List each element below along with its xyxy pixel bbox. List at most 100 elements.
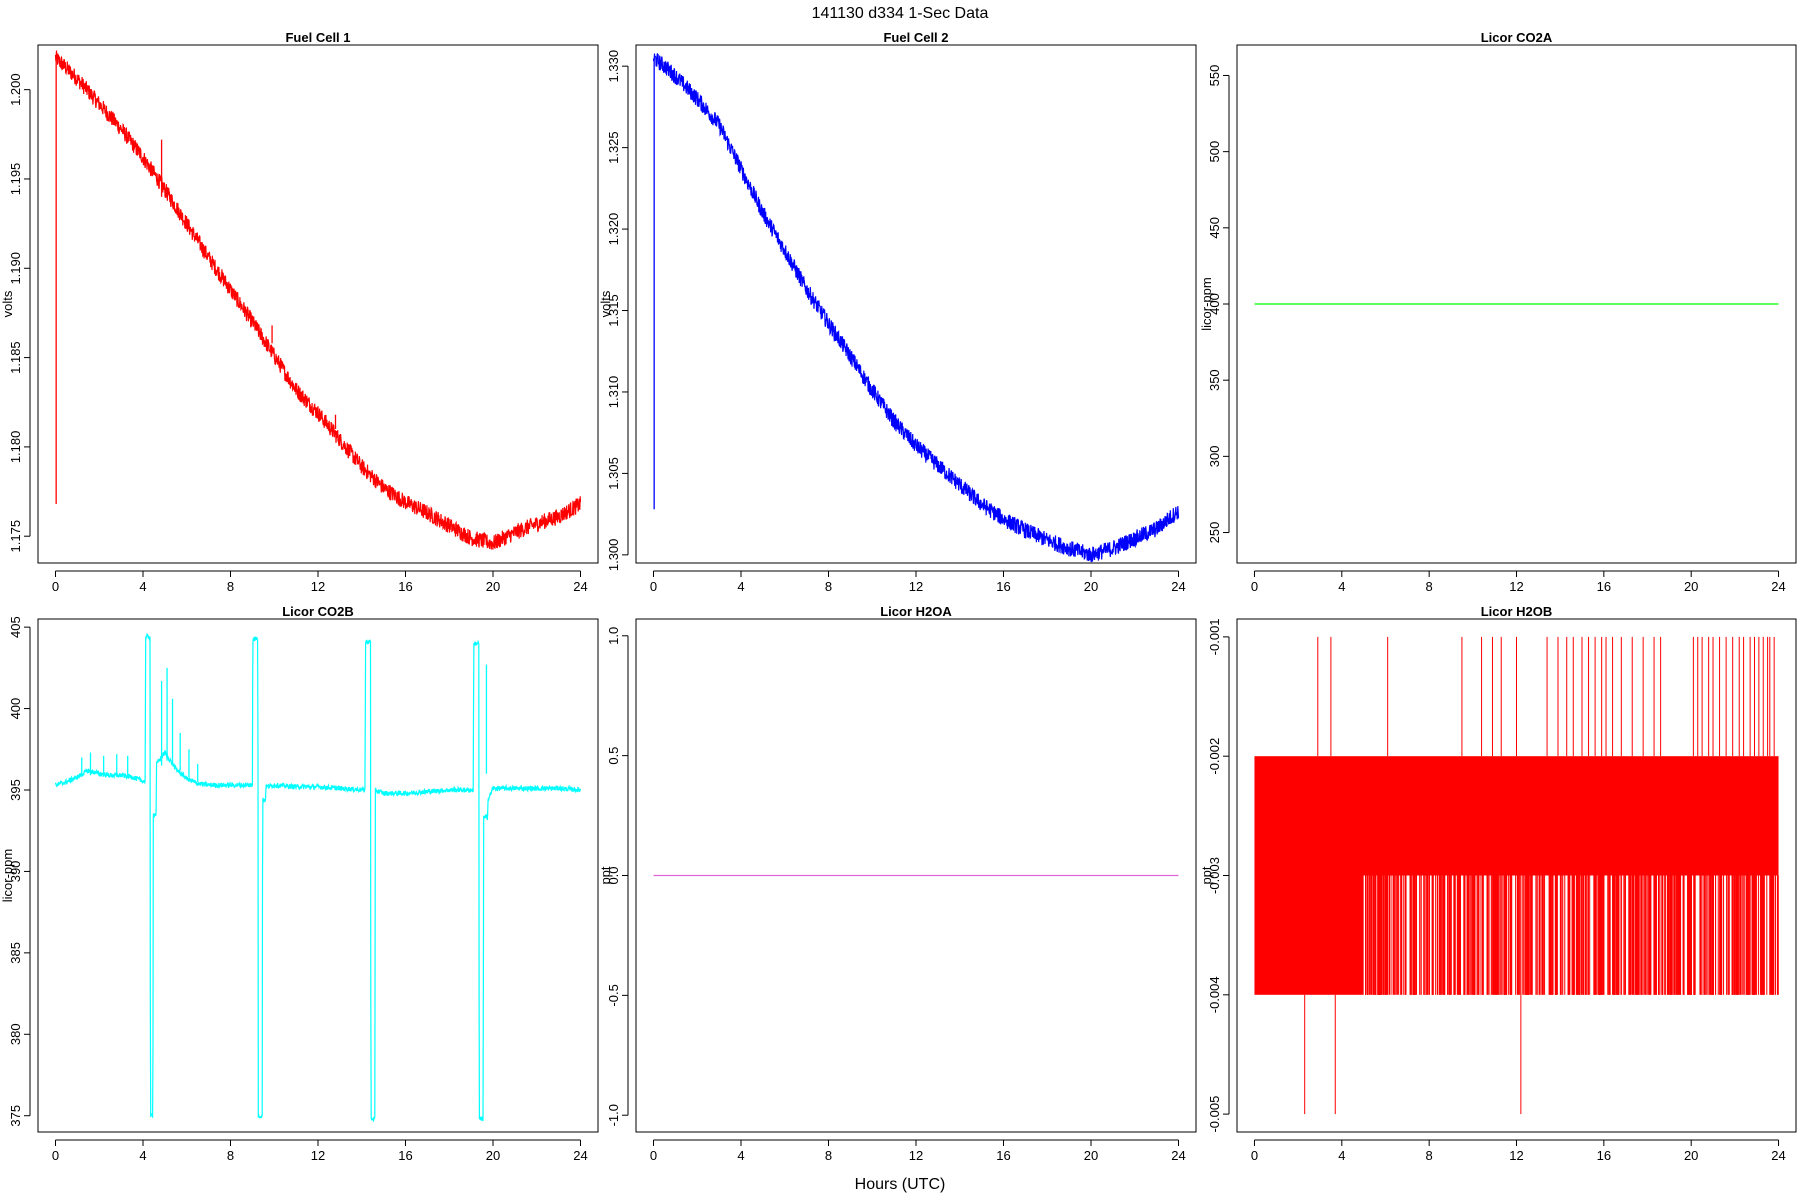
panel-title: Licor H2OA bbox=[880, 604, 952, 619]
x-tick-label: 0 bbox=[52, 1148, 59, 1163]
y-tick-label: 380 bbox=[8, 1023, 23, 1045]
x-tick-label: 16 bbox=[996, 1148, 1010, 1163]
x-tick-label: 24 bbox=[573, 579, 587, 594]
x-tick-label: 0 bbox=[650, 1148, 657, 1163]
x-tick-label: 24 bbox=[1171, 579, 1185, 594]
y-axis-label: licor-ppm bbox=[1199, 277, 1214, 330]
panel-title: Licor H2OB bbox=[1481, 604, 1553, 619]
data-layer bbox=[54, 50, 582, 550]
y-tick-label: 0.5 bbox=[606, 747, 621, 765]
x-tick-label: 8 bbox=[227, 579, 234, 594]
y-tick-label: 1.310 bbox=[606, 376, 621, 409]
y-tick-label: 400 bbox=[8, 698, 23, 720]
y-tick-label: -0.004 bbox=[1207, 976, 1222, 1013]
x-tick-label: 0 bbox=[1251, 579, 1258, 594]
x-tick-label: 20 bbox=[486, 1148, 500, 1163]
y-tick-label: -0.001 bbox=[1207, 618, 1222, 655]
y-tick-label: 1.315 bbox=[606, 294, 621, 327]
y-tick-label: 1.330 bbox=[606, 50, 621, 83]
x-tick-label: 12 bbox=[909, 1148, 923, 1163]
x-tick-label: 8 bbox=[1426, 579, 1433, 594]
plot-frame bbox=[635, 618, 1197, 1133]
y-axis-label: volts bbox=[0, 290, 15, 317]
y-tick-label: 450 bbox=[1207, 217, 1222, 239]
x-tick-label: 16 bbox=[996, 579, 1010, 594]
x-tick-label: 12 bbox=[311, 579, 325, 594]
x-tick-label: 8 bbox=[227, 1148, 234, 1163]
x-tick-label: 4 bbox=[139, 579, 146, 594]
data-layer bbox=[54, 632, 582, 1123]
y-tick-label: 350 bbox=[1207, 369, 1222, 391]
data-layer bbox=[652, 53, 1180, 563]
y-axis-label: ppt bbox=[598, 866, 613, 884]
data-layer bbox=[1254, 636, 1779, 1115]
series-line bbox=[54, 632, 582, 1123]
x-tick-label: 4 bbox=[139, 1148, 146, 1163]
y-tick-label: -0.5 bbox=[606, 984, 621, 1006]
x-tick-label: 4 bbox=[737, 1148, 744, 1163]
panel-licor-h2ob: Licor H2OB ppt 0 4 8 12 16 20 24 -0.005 -0.004 -0… bbox=[1199, 604, 1797, 1163]
y-tick-label: -0.003 bbox=[1207, 857, 1222, 894]
plot-frame bbox=[37, 44, 599, 564]
y-axis-label: ppt bbox=[1199, 866, 1214, 884]
y-tick-label: 1.325 bbox=[606, 131, 621, 164]
y-axis-label: volts bbox=[598, 290, 613, 317]
panel-licor-h2oa: Licor H2OA ppt 0 4 8 12 16 20 24 -1.0 -0.5 0.0 0.5… bbox=[598, 604, 1197, 1163]
y-tick-label: 400 bbox=[1207, 293, 1222, 315]
x-tick-label: 0 bbox=[1251, 1148, 1258, 1163]
x-tick-label: 0 bbox=[52, 579, 59, 594]
data-lower-band bbox=[1254, 875, 1364, 995]
x-tick-label: 0 bbox=[650, 579, 657, 594]
y-tick-label: 1.185 bbox=[8, 341, 23, 374]
x-tick-label: 12 bbox=[311, 1148, 325, 1163]
y-tick-label: 385 bbox=[8, 942, 23, 964]
y-tick-label: 1.0 bbox=[606, 627, 621, 645]
x-tick-label: 24 bbox=[1771, 579, 1785, 594]
panel-title: Fuel Cell 1 bbox=[285, 30, 350, 45]
y-axis-label: licor-ppm bbox=[0, 849, 15, 902]
panel-licor-co2b: Licor CO2B licor-ppm 0 4 8 12 16 20 24 375 380 38… bbox=[0, 604, 599, 1163]
x-tick-label: 12 bbox=[1509, 579, 1523, 594]
y-tick-label: -0.005 bbox=[1207, 1096, 1222, 1133]
plot-frame bbox=[1236, 44, 1797, 564]
x-tick-label: 20 bbox=[486, 579, 500, 594]
x-tick-label: 24 bbox=[1771, 1148, 1785, 1163]
y-tick-label: 1.175 bbox=[8, 520, 23, 553]
x-tick-label: 4 bbox=[1338, 1148, 1345, 1163]
x-tick-label: 12 bbox=[909, 579, 923, 594]
data-band bbox=[1254, 756, 1779, 876]
x-tick-label: 8 bbox=[825, 1148, 832, 1163]
y-tick-label: 1.320 bbox=[606, 213, 621, 246]
x-tick-label: 8 bbox=[825, 579, 832, 594]
y-tick-label: 375 bbox=[8, 1105, 23, 1127]
y-tick-label: -0.002 bbox=[1207, 738, 1222, 775]
panel-title: Licor CO2A bbox=[1481, 30, 1553, 45]
panel-fuel-cell-1: Fuel Cell 1 volts 0 4 8 12 16 20 24 1.175 1.180 1… bbox=[0, 30, 599, 594]
x-tick-label: 24 bbox=[1171, 1148, 1185, 1163]
y-tick-label: 300 bbox=[1207, 446, 1222, 468]
y-tick-label: 1.195 bbox=[8, 163, 23, 196]
y-tick-label: 0.0 bbox=[606, 866, 621, 884]
x-tick-label: 16 bbox=[1597, 1148, 1611, 1163]
y-tick-label: 1.190 bbox=[8, 252, 23, 285]
series-line bbox=[652, 53, 1180, 563]
x-tick-label: 20 bbox=[1084, 1148, 1098, 1163]
figure-xlabel: Hours (UTC) bbox=[855, 1176, 946, 1193]
y-tick-label: 250 bbox=[1207, 522, 1222, 544]
x-tick-label: 4 bbox=[1338, 579, 1345, 594]
y-tick-label: 405 bbox=[8, 616, 23, 638]
x-tick-label: 12 bbox=[1509, 1148, 1523, 1163]
plot-frame bbox=[635, 44, 1197, 564]
y-tick-label: 500 bbox=[1207, 141, 1222, 163]
x-tick-label: 4 bbox=[737, 579, 744, 594]
panel-title: Fuel Cell 2 bbox=[883, 30, 948, 45]
figure-title: 141130 d334 1-Sec Data bbox=[812, 5, 989, 22]
x-tick-label: 20 bbox=[1084, 579, 1098, 594]
panel-licor-co2a: Licor CO2A licor-ppm 0 4 8 12 16 20 24 250 300 35… bbox=[1199, 30, 1797, 594]
series-line bbox=[54, 50, 582, 550]
x-tick-label: 20 bbox=[1684, 1148, 1698, 1163]
y-tick-label: 1.200 bbox=[8, 73, 23, 106]
x-tick-label: 24 bbox=[573, 1148, 587, 1163]
y-tick-label: 1.300 bbox=[606, 539, 621, 572]
